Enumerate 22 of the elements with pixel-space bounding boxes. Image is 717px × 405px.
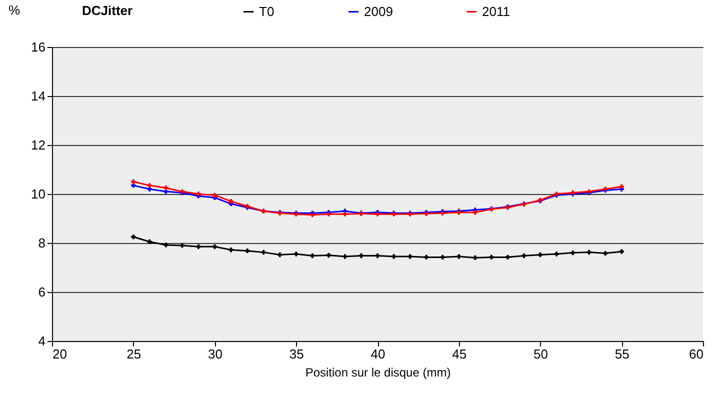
x-tick-label: 55 (614, 346, 630, 362)
y-axis-title: % (8, 2, 20, 18)
x-axis-title: Position sur le disque (mm) (305, 366, 451, 380)
y-tick-label: 12 (31, 138, 46, 152)
x-tick-label: 50 (534, 346, 548, 362)
legend-label: 2011 (482, 4, 510, 19)
chart-title: DCJitter (82, 3, 133, 18)
x-tick-label: 45 (452, 346, 467, 362)
x-tick-label: 30 (208, 346, 222, 362)
y-tick-label: 14 (31, 88, 46, 104)
x-tick-label: 40 (370, 346, 386, 362)
legend-label: T0 (259, 4, 274, 19)
y-tick-label: 16 (31, 40, 46, 54)
y-tick-label: 10 (31, 186, 46, 202)
y-tick-label: 8 (38, 236, 46, 250)
x-tick-label: 20 (52, 346, 67, 362)
y-tick-label: 6 (38, 284, 46, 300)
y-tick-label: 4 (38, 334, 46, 348)
x-tick-label: 60 (689, 346, 704, 362)
x-tick-label: 35 (289, 346, 304, 362)
x-tick-label: 25 (126, 346, 142, 362)
legend-label: 2009 (364, 4, 393, 19)
